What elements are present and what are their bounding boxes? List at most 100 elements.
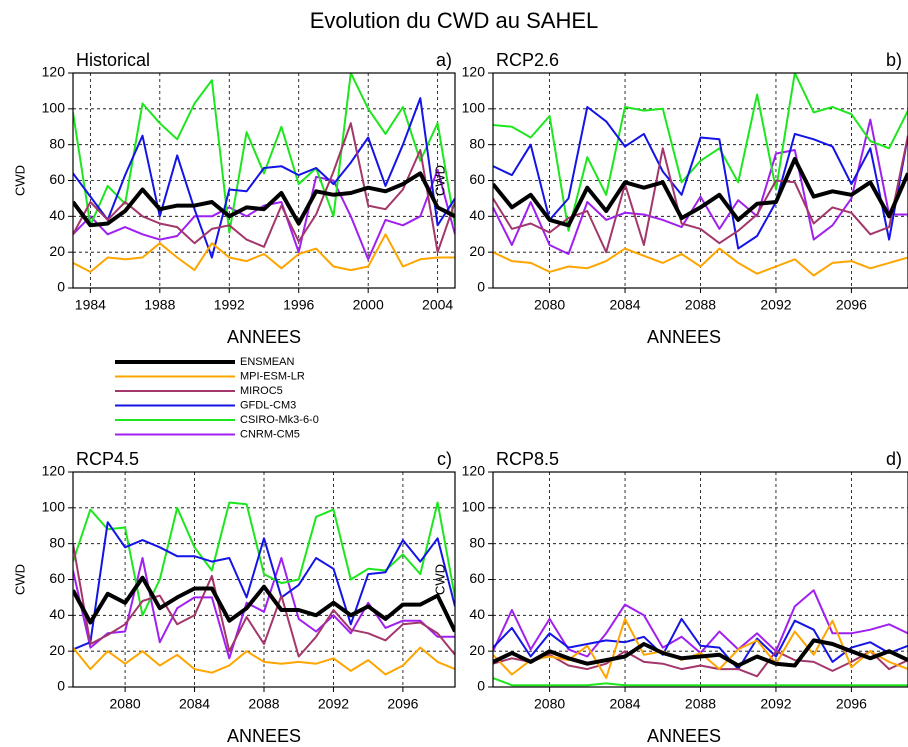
series-line	[493, 677, 908, 687]
x-tick-label: 2000	[353, 297, 384, 313]
legend-label: MPI-ESM-LR	[240, 370, 305, 382]
legend-label: MIROC5	[240, 385, 283, 397]
x-tick-label: 2088	[685, 696, 716, 712]
lines	[73, 73, 455, 273]
series-line	[73, 521, 455, 651]
y-tick-label: 80	[469, 534, 485, 550]
x-tick-label: 2096	[387, 696, 418, 712]
x-tick-label: 2088	[248, 696, 279, 712]
y-tick-label: 60	[469, 570, 485, 586]
panel-label: c)	[437, 449, 452, 469]
x-tick-label: 2092	[760, 696, 791, 712]
x-tick-label: 1984	[75, 297, 106, 313]
y-axis-label: CWD	[12, 165, 27, 196]
y-axis-label: CWD	[432, 564, 447, 595]
y-tick-label: 0	[57, 678, 65, 694]
x-axis-label: ANNEES	[647, 327, 721, 347]
panel: 0 20 40 60 80 100 120 2080 2084 2088 2092 2096 RCP4.…	[12, 449, 456, 746]
panel-label: b)	[886, 50, 902, 70]
plot-frame	[492, 72, 908, 289]
y-tick-label: 20	[49, 642, 65, 658]
series-line	[493, 638, 908, 668]
x-tick-label: 2088	[685, 297, 716, 313]
figure-title: Evolution du CWD au SAHEL	[310, 8, 599, 33]
series-line	[493, 118, 908, 255]
series-line	[73, 543, 455, 658]
y-tick-label: 40	[49, 207, 65, 223]
series-line	[493, 247, 908, 277]
series-line	[73, 233, 455, 273]
x-tick-label: 1992	[214, 297, 245, 313]
y-tick-label: 20	[49, 243, 65, 259]
legend-label: CSIRO-Mk3-6-0	[240, 414, 319, 426]
plot-frame	[492, 471, 908, 688]
y-tick-label: 20	[469, 243, 485, 259]
x-tick-label: 2080	[534, 696, 565, 712]
legend-label: GFDL-CM3	[240, 399, 296, 411]
series-line	[73, 122, 455, 254]
y-tick-label: 80	[49, 135, 65, 151]
x-tick-label: 2084	[609, 696, 640, 712]
plot-frame	[72, 72, 456, 289]
series-line	[493, 617, 908, 671]
y-tick-label: 20	[469, 642, 485, 658]
panel: 0 20 40 60 80 100 120 2080 2084 2088 2092 2096 RCP8.…	[432, 449, 908, 746]
y-tick-label: 120	[462, 463, 486, 479]
y-tick-label: 0	[477, 279, 485, 295]
y-tick-label: 120	[42, 463, 66, 479]
y-tick-label: 0	[477, 678, 485, 694]
lines	[493, 73, 908, 277]
series-line	[73, 168, 455, 261]
x-tick-label: 2004	[422, 297, 453, 313]
lines	[493, 589, 908, 687]
x-tick-label: 2080	[110, 696, 141, 712]
y-tick-label: 40	[49, 606, 65, 622]
panel-label: d)	[886, 449, 902, 469]
series-line	[73, 73, 455, 234]
y-tick-label: 60	[49, 171, 65, 187]
y-tick-label: 100	[42, 499, 66, 515]
y-tick-label: 100	[462, 100, 486, 116]
x-tick-label: 2084	[609, 297, 640, 313]
series-line	[493, 157, 908, 228]
x-tick-label: 2080	[534, 297, 565, 313]
y-tick-label: 100	[462, 499, 486, 515]
y-tick-label: 100	[42, 100, 66, 116]
legend: ENSMEAN MPI-ESM-LR MIROC5 GFDL-CM3 CSIRO-Mk3…	[115, 356, 319, 440]
panel: 0 20 40 60 80 100 120 2080 2084 2088 2092 2096 RCP2.…	[432, 50, 908, 347]
panel: 0 20 40 60 80 100 120 1984 1988 1992 1996 2000 2004 H…	[12, 50, 456, 347]
y-tick-label: 120	[42, 64, 66, 80]
series-line	[493, 650, 908, 678]
panel-title: RCP2.6	[496, 50, 559, 70]
y-axis-label: CWD	[12, 564, 27, 595]
x-tick-label: 2096	[836, 696, 867, 712]
series-line	[73, 646, 455, 676]
y-tick-label: 80	[49, 534, 65, 550]
y-tick-label: 0	[57, 279, 65, 295]
panel-title: Historical	[76, 50, 150, 70]
panel-title: RCP4.5	[76, 449, 139, 469]
y-tick-label: 60	[49, 570, 65, 586]
x-tick-label: 2092	[760, 297, 791, 313]
series-line	[493, 617, 908, 679]
y-tick-label: 120	[462, 64, 486, 80]
x-tick-label: 1988	[144, 297, 175, 313]
x-tick-label: 2084	[179, 696, 210, 712]
y-tick-label: 80	[469, 135, 485, 151]
x-axis-label: ANNEES	[227, 726, 301, 746]
panel-title: RCP8.5	[496, 449, 559, 469]
legend-label: CNRM-CM5	[240, 428, 300, 440]
lines	[73, 501, 455, 676]
x-axis-label: ANNEES	[227, 327, 301, 347]
plot-frame	[72, 471, 456, 688]
y-tick-label: 60	[469, 171, 485, 187]
panel-label: a)	[436, 50, 452, 70]
x-axis-label: ANNEES	[647, 726, 721, 746]
series-line	[73, 97, 455, 259]
x-tick-label: 1996	[283, 297, 314, 313]
series-line	[493, 106, 908, 250]
x-tick-label: 2092	[318, 696, 349, 712]
series-line	[73, 171, 455, 228]
y-tick-label: 40	[469, 207, 485, 223]
